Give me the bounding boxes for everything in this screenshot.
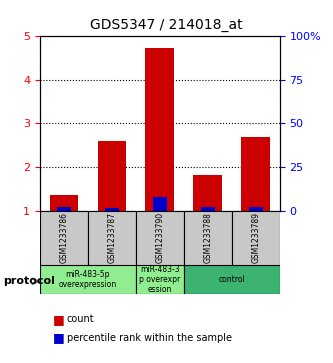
Text: ■: ■ bbox=[53, 331, 65, 344]
Bar bbox=[248, 208, 263, 211]
Text: GSM1233790: GSM1233790 bbox=[155, 212, 165, 263]
Bar bbox=[57, 208, 71, 211]
Text: percentile rank within the sample: percentile rank within the sample bbox=[67, 333, 231, 343]
Bar bbox=[105, 208, 119, 211]
Bar bbox=[193, 175, 222, 211]
Bar bbox=[50, 195, 78, 211]
FancyBboxPatch shape bbox=[40, 265, 136, 294]
Text: ■: ■ bbox=[53, 313, 65, 326]
Bar bbox=[153, 197, 167, 211]
Text: protocol: protocol bbox=[3, 276, 55, 286]
Text: GSM1233789: GSM1233789 bbox=[251, 212, 260, 263]
Text: miR-483-3
p overexpr
ession: miR-483-3 p overexpr ession bbox=[139, 265, 180, 294]
FancyBboxPatch shape bbox=[40, 211, 88, 265]
Bar bbox=[241, 137, 270, 211]
Bar bbox=[200, 207, 215, 211]
Text: GSM1233787: GSM1233787 bbox=[107, 212, 117, 263]
Bar bbox=[146, 49, 174, 211]
FancyBboxPatch shape bbox=[136, 265, 184, 294]
Text: count: count bbox=[67, 314, 94, 325]
Text: GSM1233786: GSM1233786 bbox=[59, 212, 69, 263]
Text: control: control bbox=[218, 275, 245, 284]
Text: GDS5347 / 214018_at: GDS5347 / 214018_at bbox=[90, 19, 243, 32]
FancyBboxPatch shape bbox=[232, 211, 280, 265]
FancyBboxPatch shape bbox=[88, 211, 136, 265]
Text: miR-483-5p
overexpression: miR-483-5p overexpression bbox=[59, 270, 117, 289]
FancyBboxPatch shape bbox=[136, 211, 184, 265]
Text: GSM1233788: GSM1233788 bbox=[203, 212, 212, 263]
FancyBboxPatch shape bbox=[184, 265, 280, 294]
FancyBboxPatch shape bbox=[184, 211, 232, 265]
Bar bbox=[98, 141, 126, 211]
